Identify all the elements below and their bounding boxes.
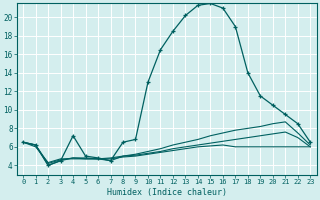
X-axis label: Humidex (Indice chaleur): Humidex (Indice chaleur) <box>107 188 227 197</box>
